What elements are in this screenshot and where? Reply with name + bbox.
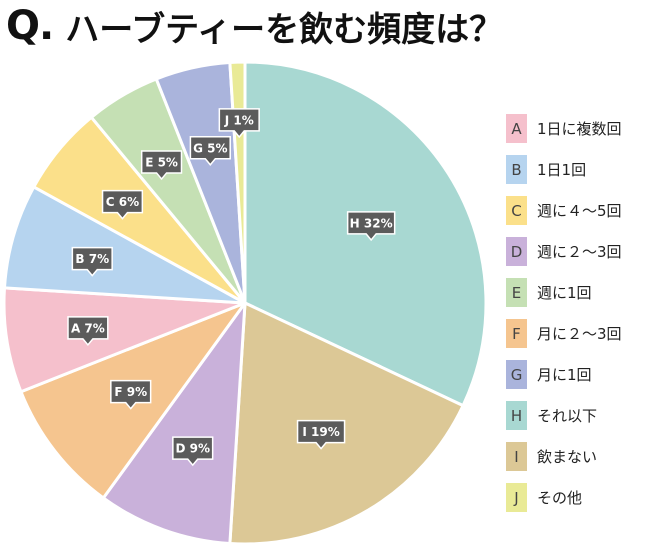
data-label-text: J 1% bbox=[224, 113, 254, 127]
legend-label: 月に２〜3回 bbox=[537, 325, 622, 343]
pie-slice-a bbox=[2, 286, 247, 394]
data-label-text: G 5% bbox=[193, 141, 227, 155]
data-label-box bbox=[172, 436, 214, 467]
question-mark: Q. bbox=[6, 3, 54, 49]
data-label-text: A 7% bbox=[71, 321, 105, 335]
data-label-box bbox=[346, 211, 396, 242]
data-label-box bbox=[67, 316, 109, 347]
data-label-c: C 6% bbox=[101, 189, 144, 220]
data-label-f: F 9% bbox=[110, 379, 152, 410]
data-label-box bbox=[71, 246, 113, 277]
data-label-j: J 1% bbox=[218, 108, 260, 139]
legend-item-g: G 月に1回 bbox=[506, 354, 650, 395]
legend-swatch: B bbox=[506, 155, 527, 184]
data-label-box bbox=[189, 136, 231, 166]
data-label-box bbox=[218, 108, 260, 139]
legend-swatch: E bbox=[506, 278, 527, 307]
pie-slice-b bbox=[2, 185, 247, 305]
legend-item-c: C 週に４〜5回 bbox=[506, 190, 650, 231]
data-label-h: H 32% bbox=[346, 211, 396, 242]
legend-label: 飲まない bbox=[537, 448, 598, 466]
data-label-e: E 5% bbox=[140, 150, 183, 181]
legend-label: 月に1回 bbox=[537, 366, 592, 384]
data-label-text: F 9% bbox=[114, 385, 147, 399]
legend-item-b: B 1日1回 bbox=[506, 149, 650, 190]
title-text: ハーブティーを飲む頻度は？ bbox=[65, 9, 504, 50]
legend-label: 週に1回 bbox=[537, 284, 592, 302]
data-label-box bbox=[101, 189, 144, 220]
legend-swatch: C bbox=[506, 196, 527, 225]
legend-label: それ以下 bbox=[537, 407, 598, 425]
legend-swatch: F bbox=[506, 319, 527, 348]
data-label-box bbox=[110, 379, 152, 410]
legend-swatch: I bbox=[506, 442, 527, 471]
legend: A 1日に複数回 B 1日1回 C 週に４〜5回 D 週に２〜3回 E 週に1回 F 月に２〜3回 G 月… bbox=[506, 108, 650, 518]
data-label-d: D 9% bbox=[172, 436, 214, 467]
legend-label: 1日に複数回 bbox=[537, 120, 622, 138]
legend-item-h: H それ以下 bbox=[506, 395, 650, 436]
legend-swatch: D bbox=[506, 237, 527, 266]
legend-item-i: I 飲まない bbox=[506, 436, 650, 477]
legend-item-f: F 月に２〜3回 bbox=[506, 313, 650, 354]
legend-swatch: H bbox=[506, 401, 527, 430]
legend-item-e: E 週に1回 bbox=[506, 272, 650, 313]
data-label-box bbox=[296, 419, 346, 450]
legend-swatch: J bbox=[506, 483, 527, 512]
legend-label: その他 bbox=[537, 489, 583, 507]
pie-slice-i bbox=[228, 301, 465, 546]
data-label-i: I 19% bbox=[296, 419, 346, 450]
data-label-a: A 7% bbox=[67, 316, 109, 347]
data-label-text: I 19% bbox=[302, 425, 339, 439]
legend-label: 1日1回 bbox=[537, 161, 587, 179]
data-label-text: D 9% bbox=[175, 442, 210, 456]
chart-title: Q. ハーブティーを飲む頻度は？ bbox=[6, 2, 503, 50]
legend-item-j: J その他 bbox=[506, 477, 650, 518]
data-label-text: E 5% bbox=[145, 155, 178, 169]
data-label-text: B 7% bbox=[75, 252, 109, 266]
data-label-box bbox=[140, 150, 183, 181]
data-label-text: H 32% bbox=[350, 216, 393, 230]
data-label-g: G 5% bbox=[189, 136, 231, 166]
pie-slice-d bbox=[101, 301, 247, 546]
data-label-text: C 6% bbox=[106, 195, 139, 209]
data-label-b: B 7% bbox=[71, 246, 113, 277]
legend-swatch: A bbox=[506, 114, 527, 143]
legend-label: 週に２〜3回 bbox=[537, 243, 622, 261]
legend-item-a: A 1日に複数回 bbox=[506, 108, 650, 149]
legend-swatch: G bbox=[506, 360, 527, 389]
legend-item-d: D 週に２〜3回 bbox=[506, 231, 650, 272]
legend-label: 週に４〜5回 bbox=[537, 202, 622, 220]
